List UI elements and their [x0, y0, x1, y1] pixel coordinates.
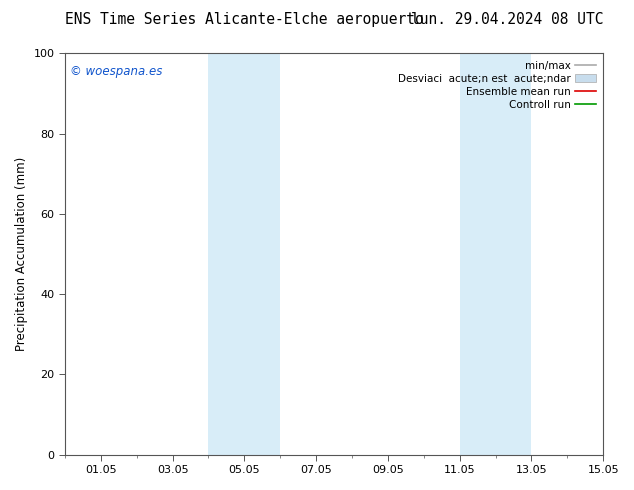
Text: ENS Time Series Alicante-Elche aeropuerto: ENS Time Series Alicante-Elche aeropuert…	[65, 12, 424, 27]
Bar	[209, 53, 280, 455]
Text: © woespana.es: © woespana.es	[70, 65, 163, 78]
Legend: min/max, Desviaci  acute;n est  acute;ndar, Ensemble mean run, Controll run: min/max, Desviaci acute;n est acute;ndar…	[396, 58, 598, 112]
Y-axis label: Precipitation Accumulation (mm): Precipitation Accumulation (mm)	[15, 157, 28, 351]
Bar	[460, 53, 531, 455]
Text: lun. 29.04.2024 08 UTC: lun. 29.04.2024 08 UTC	[411, 12, 603, 27]
